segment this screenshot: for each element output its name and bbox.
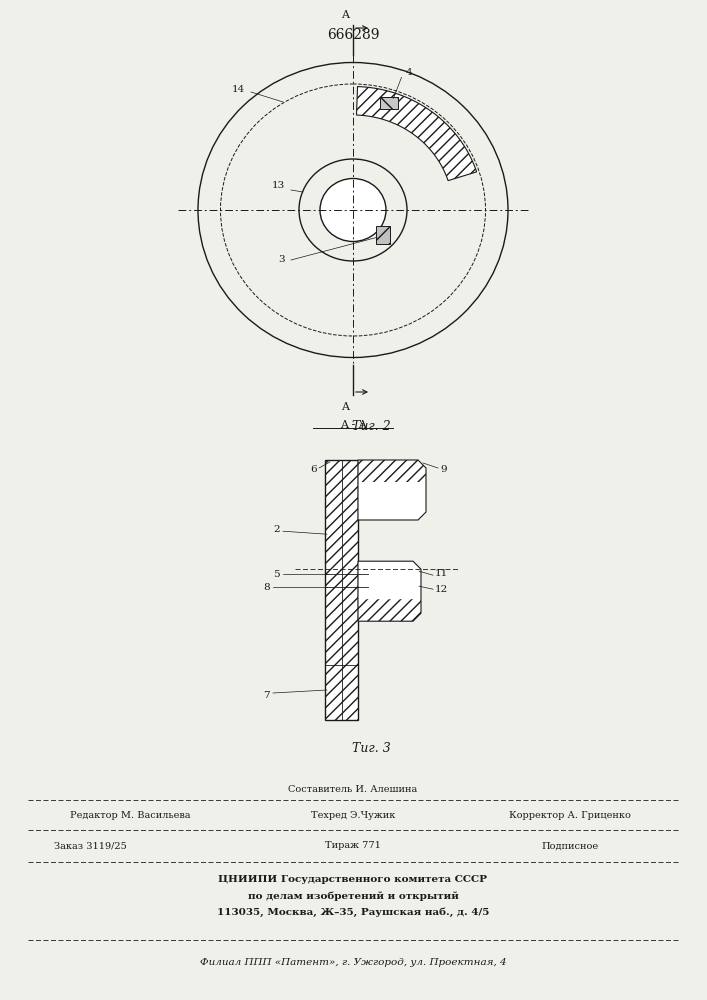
Text: 666289: 666289 (327, 28, 379, 42)
Text: Тираж 771: Тираж 771 (325, 842, 381, 850)
Text: Редактор М. Васильева: Редактор М. Васильева (70, 810, 190, 820)
Text: Составитель И. Алешина: Составитель И. Алешина (288, 785, 418, 794)
FancyBboxPatch shape (375, 226, 390, 244)
Text: Подписное: Подписное (542, 842, 599, 850)
Text: 6: 6 (310, 465, 317, 474)
Ellipse shape (320, 178, 386, 241)
Text: 113035, Москва, Ж–35, Раушская наб., д. 4/5: 113035, Москва, Ж–35, Раушская наб., д. … (217, 907, 489, 917)
Text: 5: 5 (274, 570, 280, 579)
Text: Филиал ППП «Патент», г. Ужгород, ул. Проектная, 4: Филиал ППП «Патент», г. Ужгород, ул. Про… (199, 958, 506, 967)
Text: 14: 14 (232, 85, 245, 94)
Text: 11: 11 (435, 569, 448, 578)
Text: Заказ 3119/25: Заказ 3119/25 (54, 842, 127, 850)
Text: 8: 8 (264, 583, 270, 592)
Text: 3: 3 (279, 255, 285, 264)
Text: 2: 2 (274, 525, 280, 534)
Text: A - A: A - A (339, 420, 366, 430)
Text: 4: 4 (405, 68, 412, 77)
FancyBboxPatch shape (380, 97, 399, 109)
Polygon shape (325, 460, 358, 720)
Text: Техред Э.Чужик: Техред Э.Чужик (311, 810, 395, 820)
Text: Τиг. 3: Τиг. 3 (351, 742, 390, 755)
Text: A: A (341, 402, 349, 412)
Text: Корректор А. Гриценко: Корректор А. Гриценко (509, 810, 631, 820)
Text: A: A (341, 10, 349, 20)
Text: Τиг. 2: Τиг. 2 (351, 420, 390, 433)
Text: 12: 12 (435, 585, 448, 594)
Text: 13: 13 (271, 181, 285, 190)
Polygon shape (358, 561, 421, 621)
Polygon shape (356, 87, 477, 181)
Text: по делам изобретений и открытий: по делам изобретений и открытий (247, 891, 458, 901)
Text: 9: 9 (440, 465, 447, 474)
Text: 7: 7 (264, 690, 270, 700)
Text: ЦНИИПИ Государственного комитета СССР: ЦНИИПИ Государственного комитета СССР (218, 876, 488, 884)
Polygon shape (358, 460, 426, 520)
